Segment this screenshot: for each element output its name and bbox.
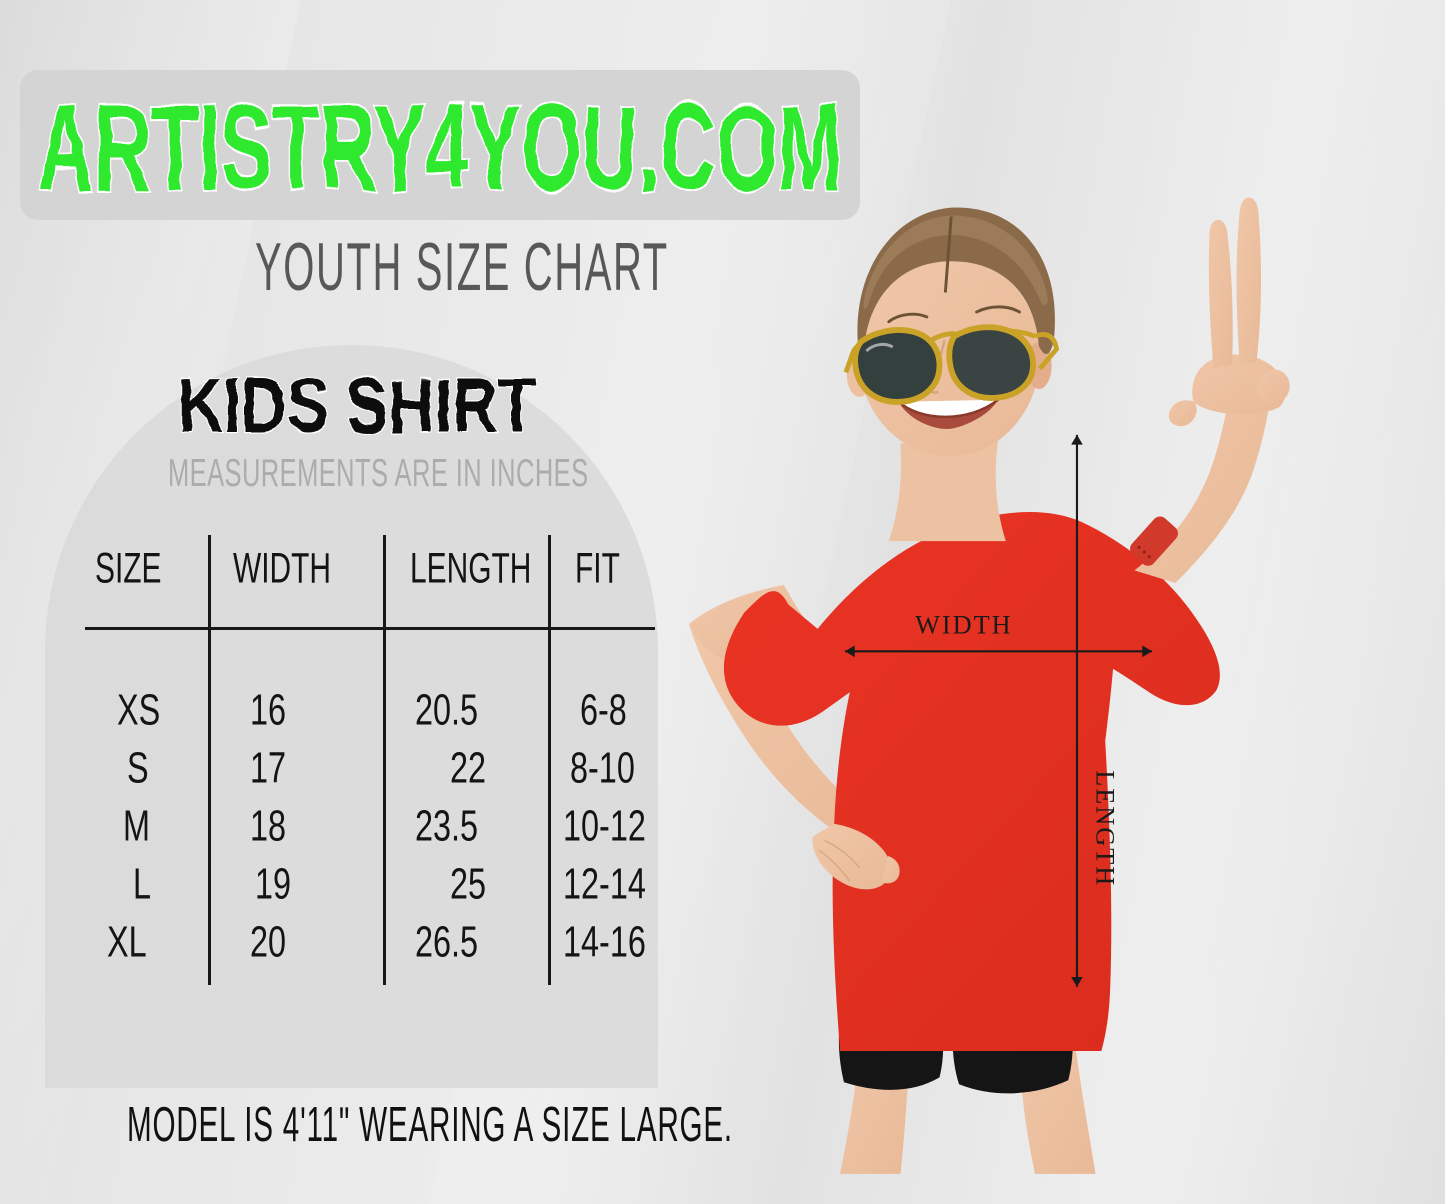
svg-text:LENGTH: LENGTH bbox=[1090, 770, 1119, 887]
svg-text:WIDTH: WIDTH bbox=[915, 611, 1012, 640]
